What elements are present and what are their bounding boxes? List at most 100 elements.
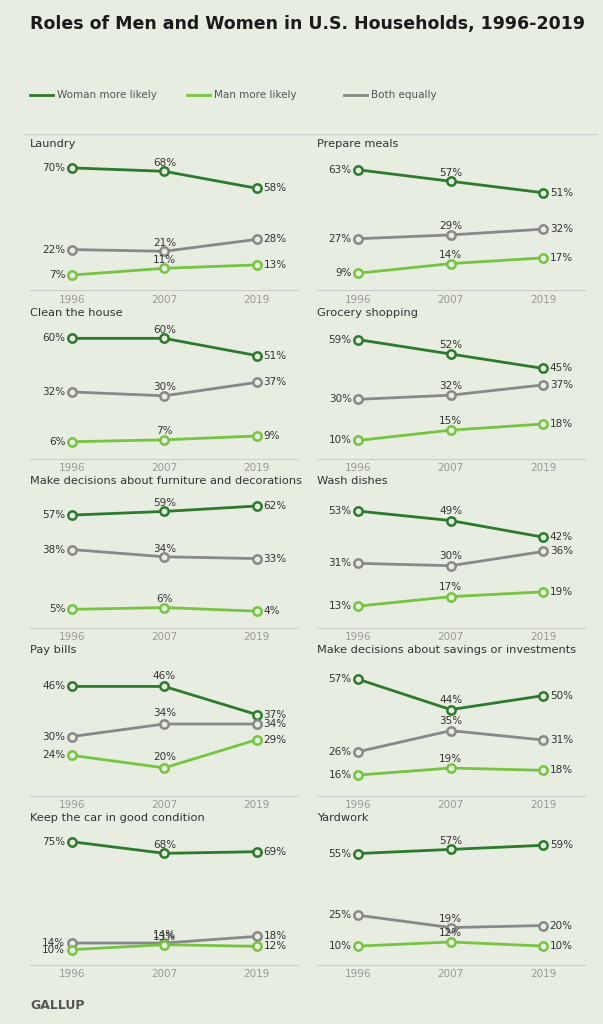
- Text: 6%: 6%: [49, 436, 65, 446]
- Text: 70%: 70%: [42, 163, 65, 173]
- Text: 58%: 58%: [264, 183, 286, 194]
- Text: 46%: 46%: [153, 671, 176, 681]
- Text: 20%: 20%: [153, 753, 176, 762]
- Text: 35%: 35%: [439, 717, 463, 726]
- Text: Woman more likely: Woman more likely: [57, 90, 157, 100]
- Text: 17%: 17%: [439, 583, 463, 592]
- Text: Keep the car in good condition: Keep the car in good condition: [30, 813, 205, 823]
- Text: 68%: 68%: [153, 159, 176, 168]
- Text: 60%: 60%: [153, 325, 176, 335]
- Text: 9%: 9%: [335, 268, 352, 279]
- Text: 59%: 59%: [153, 498, 176, 508]
- Text: 59%: 59%: [550, 841, 573, 850]
- Text: 50%: 50%: [550, 690, 573, 700]
- Text: 29%: 29%: [264, 734, 286, 744]
- Text: 49%: 49%: [439, 506, 463, 516]
- Text: 34%: 34%: [153, 544, 176, 554]
- Text: 69%: 69%: [264, 847, 286, 857]
- Text: Pay bills: Pay bills: [30, 645, 77, 654]
- Text: 14%: 14%: [153, 930, 176, 940]
- Text: 36%: 36%: [550, 547, 573, 556]
- Text: 57%: 57%: [42, 510, 65, 520]
- Text: 18%: 18%: [264, 932, 286, 941]
- Text: 26%: 26%: [329, 746, 352, 757]
- Text: 9%: 9%: [264, 431, 280, 441]
- Text: 60%: 60%: [42, 334, 65, 343]
- Text: 18%: 18%: [550, 765, 573, 775]
- Text: 4%: 4%: [264, 606, 280, 616]
- Text: 57%: 57%: [439, 836, 463, 846]
- Text: 25%: 25%: [329, 910, 352, 921]
- Text: 19%: 19%: [439, 754, 463, 764]
- Text: GALLUP: GALLUP: [30, 998, 84, 1012]
- Text: 15%: 15%: [439, 417, 463, 426]
- Text: 21%: 21%: [153, 239, 176, 248]
- Text: 57%: 57%: [329, 674, 352, 684]
- Text: 52%: 52%: [439, 340, 463, 350]
- Text: 75%: 75%: [42, 837, 65, 847]
- Text: 10%: 10%: [550, 941, 573, 951]
- Text: Clean the house: Clean the house: [30, 307, 123, 317]
- Text: 46%: 46%: [42, 681, 65, 691]
- Text: 32%: 32%: [550, 224, 573, 234]
- Text: 7%: 7%: [156, 426, 172, 436]
- Text: Make decisions about savings or investments: Make decisions about savings or investme…: [317, 645, 576, 654]
- Text: Man more likely: Man more likely: [214, 90, 297, 100]
- Text: 68%: 68%: [153, 841, 176, 850]
- Text: 55%: 55%: [329, 849, 352, 858]
- Text: 44%: 44%: [439, 695, 463, 706]
- Text: Make decisions about furniture and decorations: Make decisions about furniture and decor…: [30, 476, 302, 486]
- Text: 37%: 37%: [264, 378, 286, 387]
- Text: 30%: 30%: [42, 731, 65, 741]
- Text: 57%: 57%: [439, 168, 463, 178]
- Text: 30%: 30%: [153, 382, 176, 392]
- Text: 19%: 19%: [550, 587, 573, 597]
- Text: 20%: 20%: [550, 921, 573, 931]
- Text: Roles of Men and Women in U.S. Households, 1996-2019: Roles of Men and Women in U.S. Household…: [30, 15, 585, 34]
- Text: 33%: 33%: [264, 554, 286, 563]
- Text: Prepare meals: Prepare meals: [317, 139, 398, 150]
- Text: Laundry: Laundry: [30, 139, 77, 150]
- Text: 10%: 10%: [42, 945, 65, 954]
- Text: 18%: 18%: [550, 419, 573, 429]
- Text: 5%: 5%: [49, 604, 65, 614]
- Text: 42%: 42%: [550, 532, 573, 542]
- Text: Grocery shopping: Grocery shopping: [317, 307, 417, 317]
- Text: 22%: 22%: [42, 245, 65, 255]
- Text: 10%: 10%: [329, 435, 352, 445]
- Text: 38%: 38%: [42, 545, 65, 555]
- Text: 6%: 6%: [156, 594, 172, 604]
- Text: 29%: 29%: [439, 221, 463, 231]
- Text: Both equally: Both equally: [371, 90, 437, 100]
- Text: 51%: 51%: [264, 350, 286, 360]
- Text: 27%: 27%: [329, 233, 352, 244]
- Text: 14%: 14%: [42, 938, 65, 948]
- Text: 31%: 31%: [329, 558, 352, 568]
- Text: 37%: 37%: [264, 710, 286, 720]
- Text: 16%: 16%: [329, 770, 352, 780]
- Text: 31%: 31%: [550, 735, 573, 745]
- Text: Wash dishes: Wash dishes: [317, 476, 387, 486]
- Text: 19%: 19%: [439, 913, 463, 924]
- Text: 12%: 12%: [439, 929, 463, 938]
- Text: 30%: 30%: [439, 552, 463, 561]
- Text: 14%: 14%: [439, 250, 463, 260]
- Text: 28%: 28%: [264, 234, 286, 245]
- Text: 34%: 34%: [264, 719, 286, 729]
- Text: 63%: 63%: [329, 165, 352, 175]
- Text: 24%: 24%: [42, 751, 65, 761]
- Text: 10%: 10%: [329, 941, 352, 951]
- Text: 53%: 53%: [329, 506, 352, 516]
- Text: 13%: 13%: [264, 260, 286, 270]
- Text: 32%: 32%: [42, 387, 65, 397]
- Text: 30%: 30%: [329, 394, 352, 404]
- Text: 37%: 37%: [550, 380, 573, 390]
- Text: 51%: 51%: [550, 187, 573, 198]
- Text: 12%: 12%: [264, 941, 286, 951]
- Text: 62%: 62%: [264, 501, 286, 511]
- Text: 13%: 13%: [329, 601, 352, 611]
- Text: 34%: 34%: [153, 709, 176, 719]
- Text: 7%: 7%: [49, 270, 65, 281]
- Text: 32%: 32%: [439, 382, 463, 391]
- Text: Yardwork: Yardwork: [317, 813, 368, 823]
